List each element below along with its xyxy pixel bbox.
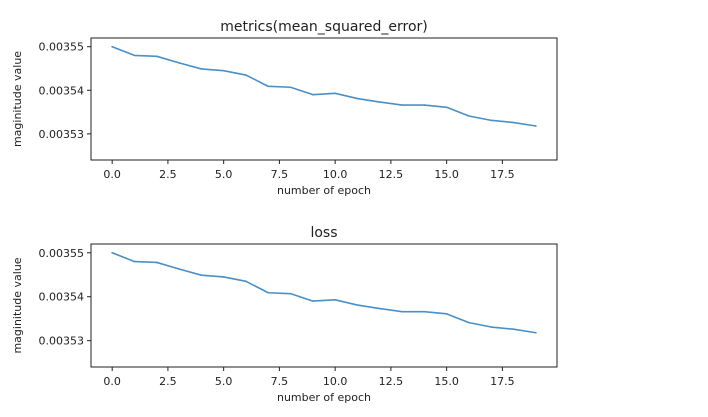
- data-point: [401, 310, 403, 313]
- data-point: [200, 274, 203, 276]
- x-tick-label: 10.0: [323, 375, 348, 388]
- y-tick-label: 0.00353: [39, 128, 85, 141]
- y-tick-label: 0.00355: [39, 247, 85, 260]
- y-axis-label: maginitude value: [11, 257, 24, 353]
- data-point: [468, 321, 470, 324]
- data-point: [445, 106, 448, 109]
- x-tick-label: 12.5: [379, 375, 404, 388]
- data-point: [267, 291, 270, 294]
- y-axis-label: maginitude value: [11, 51, 24, 147]
- x-tick-label: 7.5: [271, 168, 289, 181]
- x-tick-label: 2.5: [159, 168, 177, 181]
- data-point: [200, 68, 203, 70]
- data-point: [423, 310, 426, 313]
- data-point: [133, 260, 136, 263]
- y-tick-label: 0.00354: [39, 291, 85, 304]
- data-point: [512, 328, 515, 331]
- x-tick-label: 17.5: [490, 375, 515, 388]
- data-point: [245, 74, 247, 76]
- data-point: [490, 119, 493, 122]
- data-point: [133, 54, 136, 57]
- data-point: [178, 268, 180, 270]
- data-point: [535, 331, 537, 334]
- data-point: [289, 292, 292, 295]
- x-axis-label: number of epoch: [277, 391, 371, 404]
- data-point: [535, 125, 537, 127]
- data-point: [468, 115, 470, 117]
- x-tick-label: 7.5: [271, 375, 289, 388]
- data-point: [155, 261, 158, 264]
- x-axis-label: number of epoch: [277, 184, 371, 197]
- data-point: [111, 251, 113, 254]
- data-point: [423, 104, 426, 106]
- x-tick-label: 0.0: [103, 375, 121, 388]
- data-point: [445, 313, 448, 315]
- x-tick-label: 17.5: [490, 168, 515, 181]
- data-point: [356, 97, 359, 100]
- y-tick-label: 0.00355: [39, 41, 85, 54]
- data-point: [155, 55, 158, 58]
- data-point: [401, 104, 403, 106]
- data-point: [356, 304, 359, 306]
- data-point: [312, 300, 314, 302]
- data-point: [334, 298, 336, 301]
- x-tick-label: 15.0: [434, 168, 459, 181]
- x-tick-label: 15.0: [434, 375, 459, 388]
- data-point: [289, 86, 292, 89]
- data-point: [267, 85, 270, 88]
- x-tick-label: 0.0: [103, 168, 121, 181]
- x-tick-label: 12.5: [379, 168, 404, 181]
- data-point: [178, 62, 180, 64]
- x-tick-label: 5.0: [215, 375, 233, 388]
- data-point: [222, 276, 225, 278]
- x-tick-label: 2.5: [159, 375, 177, 388]
- data-point: [378, 101, 381, 103]
- data-point: [490, 326, 493, 328]
- series-line: [111, 251, 537, 334]
- data-point: [222, 69, 225, 72]
- plot-frame: [90, 243, 558, 368]
- x-tick-label: 10.0: [323, 168, 348, 181]
- plot-frame: [90, 37, 558, 161]
- data-point: [512, 121, 515, 124]
- y-tick-label: 0.00354: [39, 84, 85, 97]
- y-tick-label: 0.00353: [39, 335, 85, 348]
- series-line: [111, 45, 537, 127]
- data-point: [245, 280, 247, 283]
- data-point: [312, 93, 314, 96]
- data-point: [378, 307, 381, 310]
- chart-title: metrics(mean_squared_error): [220, 19, 427, 35]
- x-tick-label: 5.0: [215, 168, 233, 181]
- data-point: [111, 45, 113, 48]
- chart-title: loss: [310, 225, 337, 241]
- data-point: [334, 92, 336, 95]
